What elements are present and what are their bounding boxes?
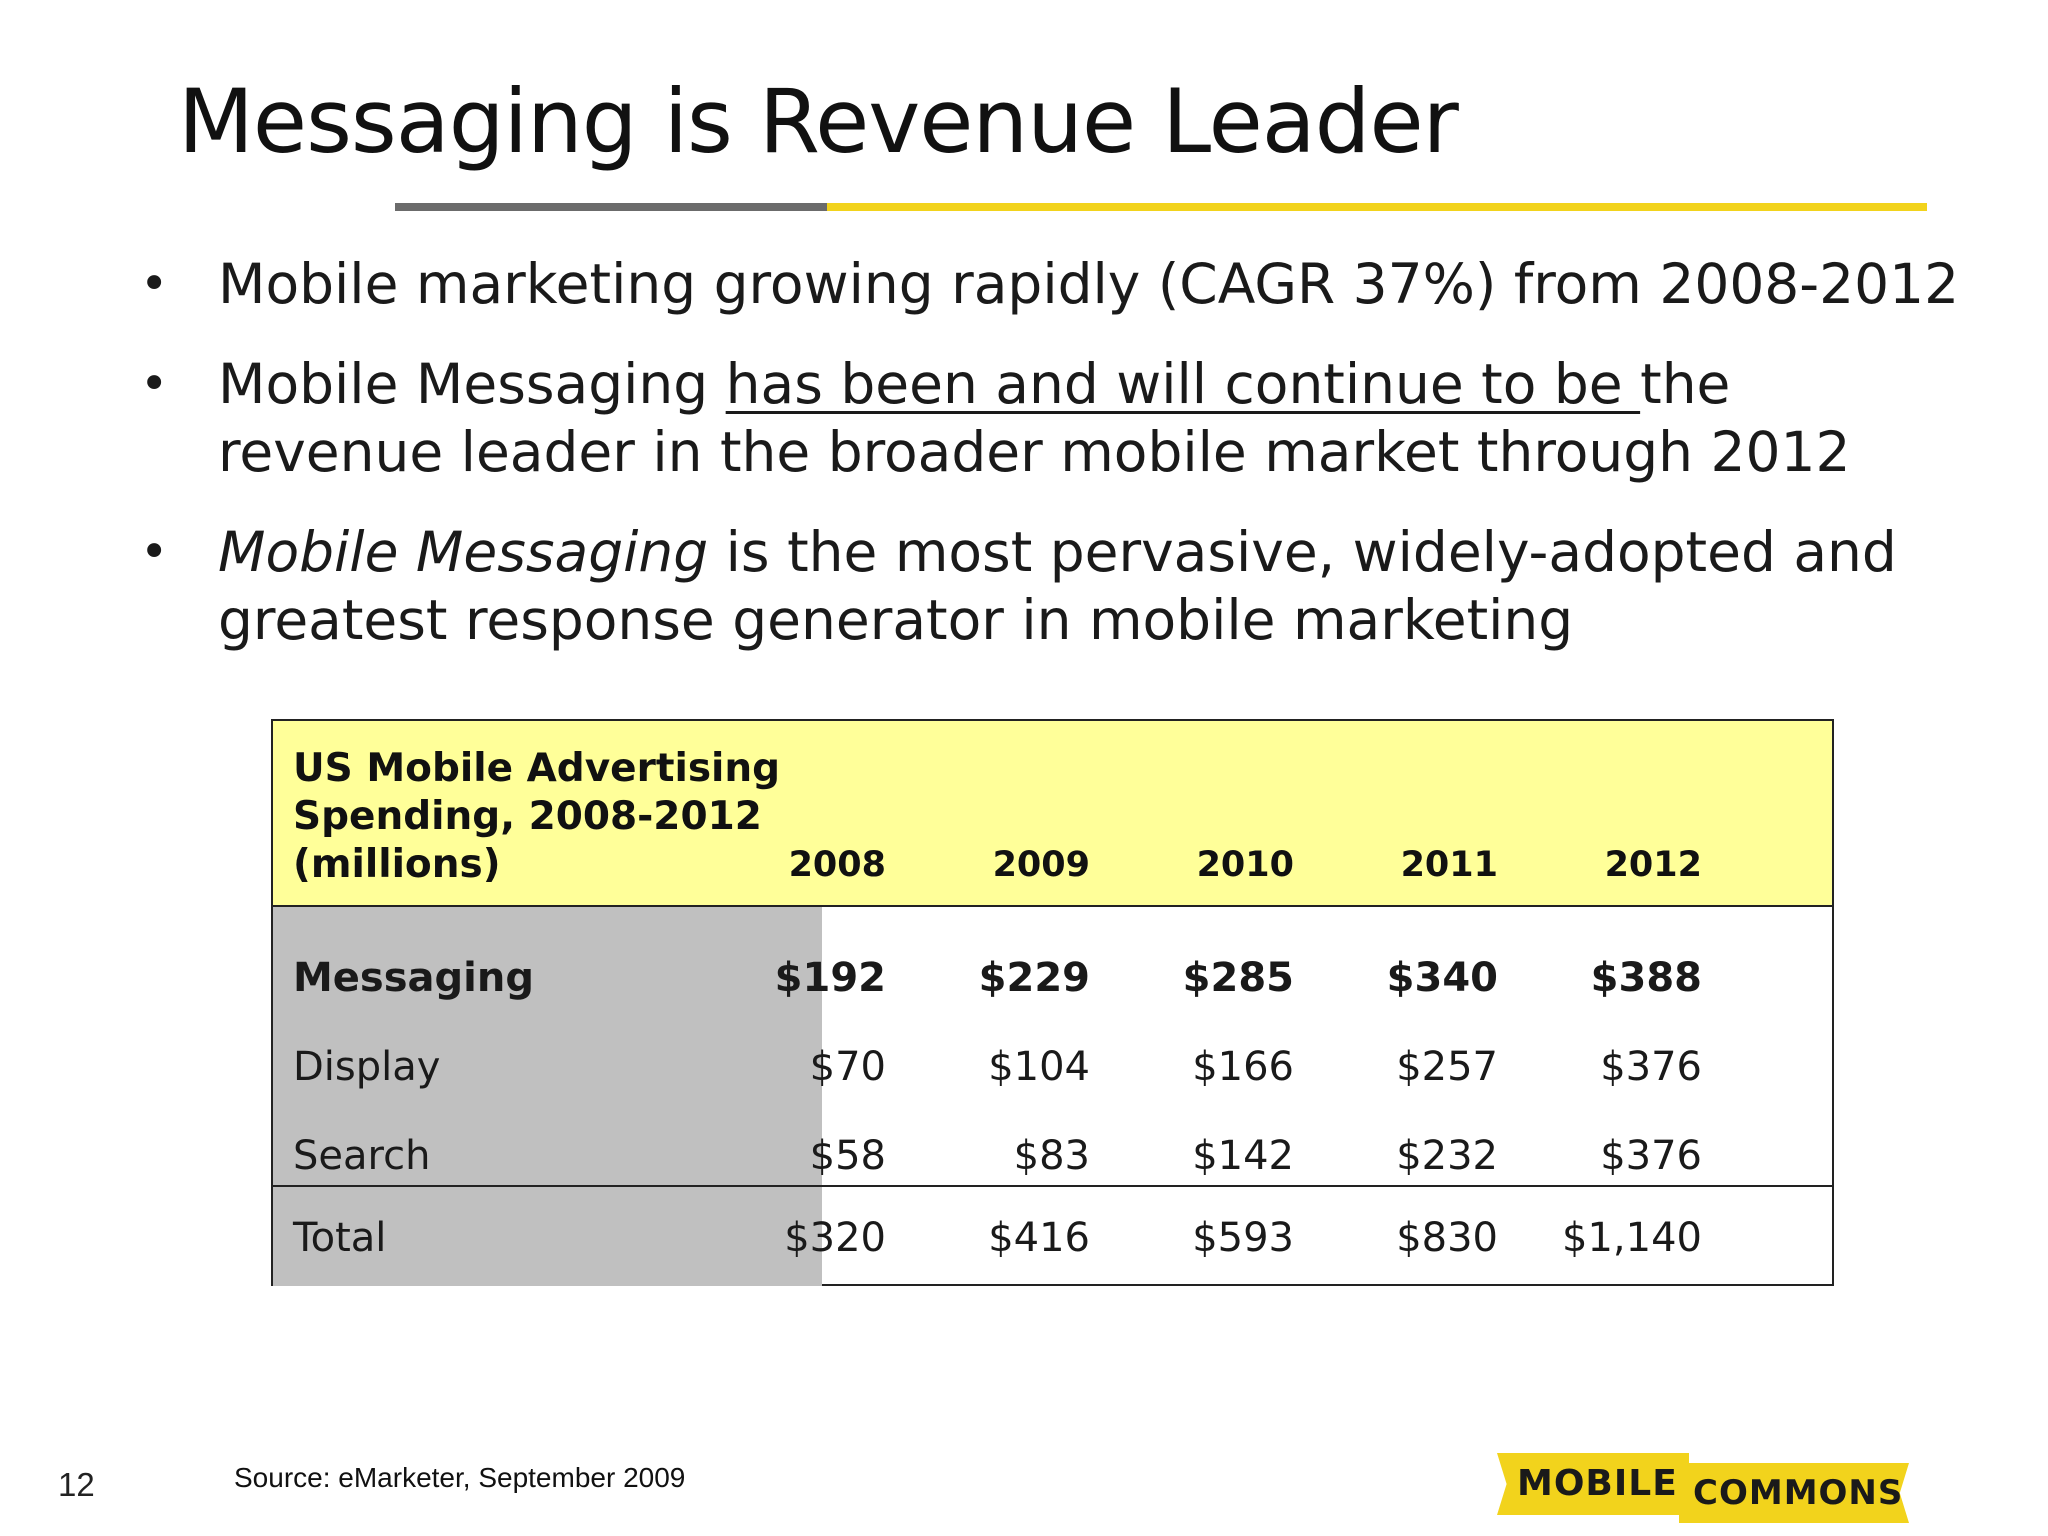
total-label: Total (293, 1215, 387, 1261)
table-row: Search $58 $83 $142 $232 $376 (273, 1117, 1832, 1197)
table-cell: $340 (1386, 955, 1498, 1001)
bullet-dot-icon: • (140, 256, 169, 312)
table-title-line: US Mobile Advertising (293, 746, 781, 791)
bullet-item: • Mobile Messaging has been and will con… (140, 350, 1970, 486)
spending-table: US Mobile Advertising Spending, 2008-201… (271, 719, 1834, 1286)
logo-text-right: COMMONS (1693, 1473, 1904, 1513)
source-note: Source: eMarketer, September 2009 (234, 1462, 686, 1493)
logo-banner-right: COMMONS (1679, 1463, 1909, 1523)
year-header: 2010 (1196, 845, 1294, 885)
bullet-list: • Mobile marketing growing rapidly (CAGR… (140, 250, 1970, 686)
bullet-item: • Mobile Messaging is the most pervasive… (140, 518, 1970, 654)
bullet-dot-icon: • (140, 356, 169, 412)
table-cell: $229 (978, 955, 1090, 1001)
bullet-text-post: the revenue leader in the broader mobile… (218, 352, 1851, 484)
year-header: 2008 (788, 845, 886, 885)
year-header: 2011 (1400, 845, 1498, 885)
table-cell: $70 (809, 1044, 886, 1090)
row-label-column (273, 907, 822, 1286)
table-row: Display $70 $104 $166 $257 $376 (273, 1028, 1832, 1108)
row-label: Display (293, 1044, 441, 1090)
table-cell: $1,140 (1562, 1215, 1702, 1261)
table-cell: $376 (1600, 1044, 1702, 1090)
total-divider (273, 1185, 1832, 1187)
row-label: Search (293, 1133, 431, 1179)
table-cell: $376 (1600, 1133, 1702, 1179)
table-cell: $232 (1396, 1133, 1498, 1179)
table-title: US Mobile Advertising Spending, 2008-201… (293, 745, 853, 889)
table-row: Messaging $192 $229 $285 $340 $388 (273, 939, 1832, 1019)
table-cell: $83 (1013, 1133, 1090, 1179)
title-underline-gray (395, 203, 827, 211)
row-label: Messaging (293, 955, 534, 1001)
page-number: 12 (58, 1466, 95, 1503)
logo-banner-left: MOBILE (1497, 1453, 1689, 1515)
bullet-dot-icon: • (140, 524, 169, 580)
table-cell: $285 (1182, 955, 1294, 1001)
table-cell: $416 (988, 1215, 1090, 1261)
table-cell: $166 (1192, 1044, 1294, 1090)
mobile-commons-logo: MOBILE COMMONS (1497, 1453, 1917, 1523)
table-title-line: (millions) (293, 842, 501, 887)
table-cell: $593 (1192, 1215, 1294, 1261)
table-cell: $830 (1396, 1215, 1498, 1261)
logo-text-left: MOBILE (1517, 1463, 1678, 1504)
table-cell: $192 (774, 955, 886, 1001)
table-cell: $388 (1590, 955, 1702, 1001)
table-title-line: Spending, 2008-2012 (293, 794, 762, 839)
table-total-row: Total $320 $416 $593 $830 $1,140 (273, 1199, 1832, 1279)
table-cell: $257 (1396, 1044, 1498, 1090)
table-cell: $320 (784, 1215, 886, 1261)
table-header: US Mobile Advertising Spending, 2008-201… (273, 721, 1832, 907)
bullet-text-pre: Mobile Messaging (218, 352, 726, 416)
bullet-text-italic: Mobile Messaging (218, 520, 709, 584)
bullet-item: • Mobile marketing growing rapidly (CAGR… (140, 250, 1970, 318)
bullet-text-post: is the most pervasive, widely-adopted an… (218, 520, 1897, 652)
table-cell: $142 (1192, 1133, 1294, 1179)
table-cell: $58 (809, 1133, 886, 1179)
bullet-text-underlined: has been and will continue to be (725, 352, 1641, 416)
slide-title: Messaging is Revenue Leader (178, 70, 1459, 173)
table-cell: $104 (988, 1044, 1090, 1090)
title-underline-yellow (827, 203, 1927, 211)
bullet-text: Mobile marketing growing rapidly (CAGR 3… (218, 252, 1960, 316)
year-header: 2009 (992, 845, 1090, 885)
year-header: 2012 (1604, 845, 1702, 885)
